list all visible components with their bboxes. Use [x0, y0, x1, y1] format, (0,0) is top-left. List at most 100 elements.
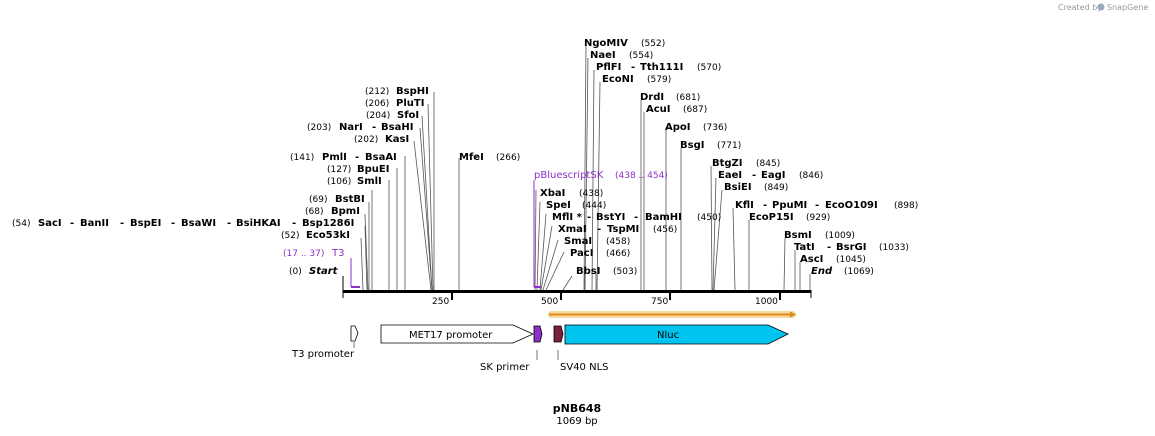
enzyme-label: TatI	[794, 242, 815, 253]
enzyme-label: XbaI	[540, 188, 565, 199]
enzyme-label: EcoNI	[602, 74, 634, 85]
enzyme-label: BsrGI	[836, 242, 866, 253]
map-length: 1069 bp	[556, 416, 597, 427]
enzyme-label: XmaI	[558, 224, 587, 235]
svg-text:-: -	[70, 218, 74, 229]
enzyme-pos: (127)	[327, 165, 351, 175]
enzyme-pos: (466)	[606, 249, 630, 259]
enzyme-label: SacI	[38, 218, 62, 229]
met17-label: MET17 promoter	[409, 330, 493, 341]
enzyme-pos: (552)	[641, 39, 665, 49]
enzyme-pos: (503)	[613, 267, 637, 277]
enzyme-label: SmaI	[564, 236, 592, 247]
tick-500: 500	[541, 297, 558, 307]
enzyme-pos: (444)	[582, 201, 606, 211]
enzyme-label: BstBI	[335, 194, 365, 205]
enzyme-label: EagI	[761, 170, 785, 181]
svg-text:-: -	[120, 218, 124, 229]
enzyme-leader-lines	[360, 45, 811, 291]
enzyme-label: NaeI	[590, 50, 616, 61]
enzyme-pos: (204)	[366, 111, 390, 121]
enzyme-pos: (106)	[327, 177, 351, 187]
enzyme-pos: (54)	[12, 219, 30, 229]
enzyme-label: Bsp1286I	[302, 218, 354, 229]
enzyme-pos: (736)	[703, 123, 727, 133]
svg-text:-: -	[355, 152, 359, 163]
enzyme-pos: (456)	[653, 225, 677, 235]
enzyme-pos: (458)	[606, 237, 630, 247]
primer-label: pBluescriptSK	[534, 170, 604, 181]
enzyme-label: Eco53kI	[306, 230, 350, 241]
primer-label: T3	[331, 248, 344, 259]
enzyme-pos: (141)	[290, 153, 314, 163]
enzyme-pos: (898)	[894, 201, 918, 211]
enzyme-label: SmlI	[357, 176, 382, 187]
enzyme-pos: (579)	[647, 75, 671, 85]
enzyme-pos: (681)	[676, 93, 700, 103]
enzyme-label: PpuMI	[772, 200, 807, 211]
enzyme-label: BsmI	[784, 230, 812, 241]
enzyme-pos: (1069)	[844, 267, 874, 277]
enzyme-label: BamHI	[645, 212, 682, 223]
credit-prefix: Created by	[1058, 3, 1102, 12]
enzyme-label: BspEI	[130, 218, 161, 229]
svg-text:-: -	[372, 122, 376, 133]
svg-text:-: -	[597, 224, 601, 235]
enzyme-label: ApoI	[665, 122, 691, 133]
enzyme-label: BsiEI	[724, 182, 752, 193]
enzyme-label: BpmI	[331, 206, 360, 217]
enzyme-label: Tth111I	[640, 62, 683, 73]
enzyme-pos: (1033)	[879, 243, 909, 253]
enzyme-label: TspMI	[607, 224, 639, 235]
primer-pos: (17 .. 37)	[283, 249, 324, 259]
nluc-label: Nluc	[657, 330, 679, 341]
enzyme-label: DrdI	[640, 92, 664, 103]
svg-text:-: -	[815, 200, 819, 211]
enzyme-label: EcoP15I	[749, 212, 794, 223]
sv40-nls-feature	[553, 325, 564, 343]
svg-text:-: -	[631, 62, 635, 73]
svg-text:-: -	[827, 242, 831, 253]
enzyme-label: BsaAI	[365, 152, 397, 163]
tick-750: 750	[651, 297, 668, 307]
enzyme-pos: (554)	[629, 51, 653, 61]
enzyme-label: MfeI	[459, 152, 484, 163]
enzyme-label: BstYI	[596, 212, 625, 223]
snapgene-logo-icon	[1097, 3, 1105, 11]
enzyme-label: PluTI	[396, 98, 424, 109]
enzyme-label: NarI	[339, 122, 363, 133]
enzyme-pos: (68)	[305, 207, 323, 217]
enzyme-label: BsaHI	[381, 122, 413, 133]
enzyme-label: EaeI	[718, 170, 742, 181]
enzyme-label: SpeI	[546, 200, 571, 211]
tick-1000: 1000	[755, 297, 778, 307]
enzyme-label: BpuEI	[357, 164, 389, 175]
enzyme-pos: (929)	[806, 213, 830, 223]
t3-promoter-label: T3 promoter	[291, 349, 355, 360]
enzyme-label: MflI *	[552, 212, 583, 223]
svg-text:-: -	[752, 170, 756, 181]
enzyme-label: PmlI	[322, 152, 347, 163]
svg-text:-: -	[227, 218, 231, 229]
enzyme-pos: (687)	[683, 105, 707, 115]
enzyme-label: NgoMIV	[584, 38, 628, 49]
sk-primer-feature	[533, 325, 543, 343]
tick-250: 250	[432, 297, 449, 307]
enzyme-label: Start	[309, 266, 339, 277]
enzyme-pos: (1009)	[825, 231, 855, 241]
sv40-nls-label: SV40 NLS	[560, 362, 609, 373]
svg-text:-: -	[763, 200, 767, 211]
enzyme-label: KasI	[385, 134, 409, 145]
enzyme-label: BsiHKAI	[236, 218, 281, 229]
enzyme-pos: (0)	[289, 267, 302, 277]
enzyme-label: AcuI	[646, 104, 671, 115]
primer-pos: (438 .. 454)	[615, 171, 668, 181]
enzyme-label: BbsI	[576, 266, 600, 277]
enzyme-pos: (202)	[354, 135, 378, 145]
enzyme-pos: (450)	[697, 213, 721, 223]
enzyme-label: AscI	[800, 254, 823, 265]
enzyme-label: BanII	[80, 218, 109, 229]
enzyme-pos: (69)	[309, 195, 327, 205]
enzyme-label: EcoO109I	[825, 200, 878, 211]
enzyme-pos: (52)	[281, 231, 299, 241]
